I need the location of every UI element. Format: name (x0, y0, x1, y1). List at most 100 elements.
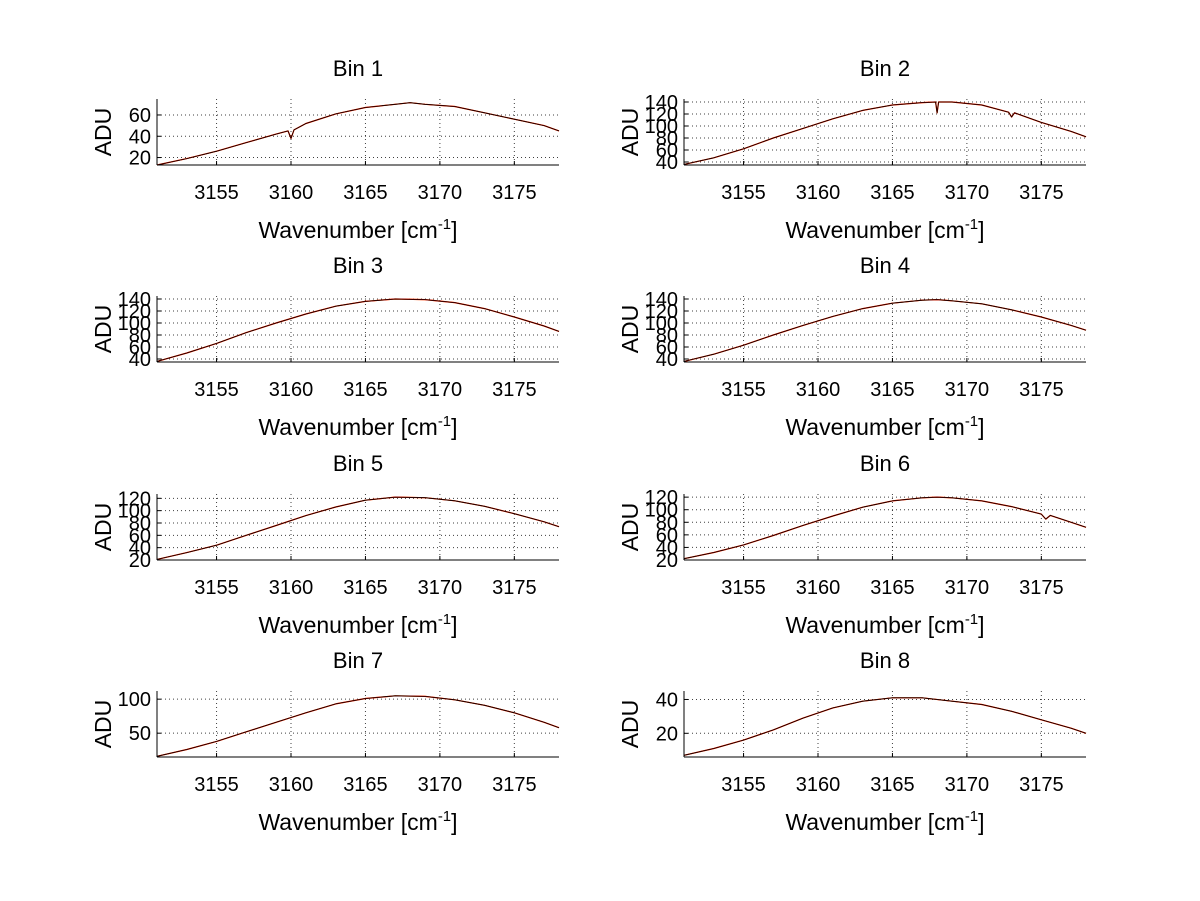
series-line (683, 697, 1087, 756)
x-tick-label: 3155 (194, 182, 239, 204)
x-axis-label-exponent: -1 (438, 413, 451, 430)
y-tick-label: 100 (118, 689, 151, 711)
y-tick-label: 20 (656, 550, 678, 572)
x-tick-label: 3155 (721, 379, 766, 401)
x-tick-label: 3170 (418, 774, 463, 796)
y-tick-label: 120 (118, 488, 151, 510)
y-tick-label: 120 (645, 487, 678, 509)
x-axis-label-bracket: ] (451, 414, 457, 440)
panel-title: Bin 2 (860, 56, 910, 81)
x-tick-label: 3170 (418, 182, 463, 204)
x-axis-label: Wavenumber [cm-1] (785, 611, 984, 638)
x-tick-label: 3175 (1019, 577, 1064, 599)
x-tick-label: 3165 (343, 182, 388, 204)
x-axis-label-exponent: -1 (965, 216, 978, 233)
panel-title: Bin 1 (333, 56, 383, 81)
x-tick-label: 3170 (945, 774, 990, 796)
x-axis-label-exponent: -1 (965, 611, 978, 628)
x-axis-label-text: Wavenumber [cm (785, 414, 964, 440)
x-axis-label-text: Wavenumber [cm (258, 217, 437, 243)
y-axis-label: ADU (90, 700, 116, 749)
y-tick-label: 100 (118, 501, 151, 523)
x-tick-label: 3155 (721, 774, 766, 796)
y-tick-label: 120 (645, 301, 678, 323)
y-tick-label: 100 (645, 500, 678, 522)
y-tick-label: 20 (129, 550, 151, 572)
x-tick-label: 3155 (721, 577, 766, 599)
x-axis-label-text: Wavenumber [cm (258, 809, 437, 835)
x-axis-label: Wavenumber [cm-1] (785, 808, 984, 835)
y-axis-label: ADU (617, 108, 643, 157)
y-tick-label: 140 (118, 289, 151, 311)
x-tick-label: 3155 (194, 577, 239, 599)
x-tick-label: 3175 (492, 774, 537, 796)
y-tick-label: 20 (656, 723, 678, 745)
y-tick-label: 80 (129, 325, 151, 347)
y-axis-label: ADU (90, 305, 116, 354)
x-tick-label: 3155 (194, 379, 239, 401)
x-axis-label-bracket: ] (978, 612, 984, 638)
y-tick-label: 40 (129, 126, 151, 148)
x-axis-label: Wavenumber [cm-1] (258, 216, 457, 243)
y-tick-label: 100 (118, 313, 151, 335)
x-tick-label: 3160 (796, 774, 841, 796)
x-axis-label: Wavenumber [cm-1] (785, 413, 984, 440)
x-axis-label-bracket: ] (451, 809, 457, 835)
plot-area (684, 99, 1086, 165)
x-tick-label: 3175 (1019, 379, 1064, 401)
x-tick-label: 3165 (870, 379, 915, 401)
y-tick-label: 80 (656, 128, 678, 150)
series-line (156, 695, 560, 757)
panel-title: Bin 8 (860, 648, 910, 673)
y-tick-label: 40 (656, 152, 678, 174)
x-tick-label: 3160 (269, 379, 314, 401)
series-line (683, 299, 1087, 362)
y-tick-label: 140 (645, 92, 678, 114)
x-axis-label-exponent: -1 (438, 808, 451, 825)
x-tick-label: 3175 (492, 577, 537, 599)
y-tick-label: 60 (129, 337, 151, 359)
series-line (683, 496, 1087, 560)
series-line (156, 496, 560, 560)
y-tick-label: 100 (645, 313, 678, 335)
x-tick-label: 3155 (721, 182, 766, 204)
plot-area (684, 494, 1086, 560)
x-tick-label: 3160 (269, 577, 314, 599)
y-tick-label: 40 (129, 538, 151, 560)
y-tick-label: 60 (656, 337, 678, 359)
x-tick-label: 3160 (796, 182, 841, 204)
y-axis-label: ADU (90, 108, 116, 157)
x-tick-label: 3165 (870, 182, 915, 204)
y-tick-label: 120 (645, 104, 678, 126)
x-tick-label: 3165 (870, 577, 915, 599)
y-tick-label: 80 (656, 512, 678, 534)
series-line (156, 298, 560, 362)
x-tick-label: 3175 (492, 182, 537, 204)
panel-title: Bin 4 (860, 253, 910, 278)
y-tick-label: 80 (129, 513, 151, 535)
series-line (683, 101, 1087, 165)
plot-area (157, 691, 559, 757)
y-tick-label: 60 (129, 525, 151, 547)
x-tick-label: 3165 (343, 379, 388, 401)
y-tick-label: 40 (656, 349, 678, 371)
y-axis-label: ADU (90, 503, 116, 552)
plot-area (684, 296, 1086, 362)
x-axis-label-bracket: ] (451, 217, 457, 243)
x-axis-label-bracket: ] (978, 217, 984, 243)
panel-title: Bin 3 (333, 253, 383, 278)
plot-area (157, 99, 559, 165)
x-axis-label-exponent: -1 (965, 413, 978, 430)
panel-bin-8: 3155 3160 3165 3170 3175 20 40 Bin 8 Wavenumber … (617, 648, 1087, 835)
x-axis-label: Wavenumber [cm-1] (258, 413, 457, 440)
x-tick-label: 3170 (418, 577, 463, 599)
x-axis-label-exponent: -1 (965, 808, 978, 825)
y-tick-label: 40 (656, 537, 678, 559)
y-tick-label: 120 (118, 301, 151, 323)
x-tick-label: 3175 (1019, 774, 1064, 796)
y-axis-label: ADU (617, 700, 643, 749)
